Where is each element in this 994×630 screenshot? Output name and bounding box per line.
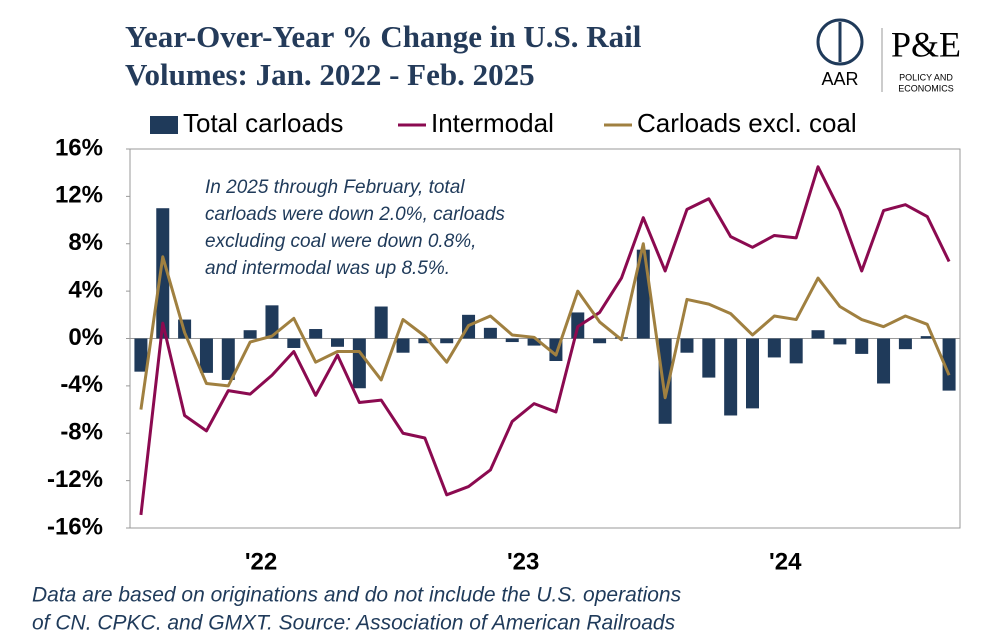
annotation: In 2025 through February, total [205,177,465,198]
bar [855,338,869,354]
bar [440,338,454,344]
line [139,242,951,410]
chart-title: Volumes: Jan. 2022 - Feb. 2025 [125,57,535,92]
bar [811,330,825,339]
x-tick-label: '24 [769,548,802,575]
bar [942,338,956,391]
bar [767,338,781,358]
y-tick-label: -12% [47,466,103,493]
bar [199,338,213,373]
y-tick-label: -16% [47,513,103,540]
y-tick-label: 0% [68,324,103,351]
legend-label: Total carloads [183,108,343,138]
logo-text: ECONOMICS [898,83,954,93]
chart-title: Year-Over-Year % Change in U.S. Rail [125,19,642,54]
x-tick-label: '23 [507,548,539,575]
logo-text: P&E [891,24,961,64]
bar [134,338,148,372]
bar [746,338,759,409]
legend-swatch [150,116,178,134]
bar [789,338,803,364]
logo-text: POLICY AND [899,72,953,82]
bar [527,338,541,346]
bar [309,329,323,339]
y-tick-label: 16% [55,134,103,161]
bar [724,338,738,416]
legend-label: Carloads excl. coal [637,108,857,138]
annotation: and intermodal was up 8.5%. [205,258,450,279]
bar [418,338,432,344]
bar [156,208,170,339]
footnote: of CN, CPKC, and GMXT. Source: Associati… [32,612,676,630]
logo: AAR P&E POLICY AND ECONOMICS [816,18,961,93]
bar [265,305,279,339]
line [139,165,951,516]
annotation: carloads were down 2.0%, carloads [205,204,505,225]
x-tick-label: '22 [245,548,277,575]
annotation: excluding coal were down 0.8%, [205,231,476,252]
y-tick-label: 4% [68,276,103,303]
y-tick-label: -4% [60,371,103,398]
bar [702,338,716,378]
bar [658,338,672,424]
bar [593,338,607,344]
bar [833,338,847,345]
bar [331,338,344,347]
footnote: Data are based on originations and do no… [32,584,682,607]
y-tick-label: 12% [55,182,103,209]
bar [877,338,891,384]
bar [898,338,912,350]
bar [374,306,388,339]
bar [680,338,694,353]
y-tick-label: 8% [68,229,103,256]
bar [396,338,410,353]
y-tick-label: -8% [60,419,103,446]
logo-circle [816,18,864,66]
bar [243,330,257,339]
bar [221,338,235,380]
bar [352,338,366,389]
logo-text: AAR [821,69,858,89]
bar [483,327,497,339]
legend-label: Intermodal [431,108,554,138]
bar [287,338,301,348]
bar [505,338,519,343]
bar [920,336,934,339]
